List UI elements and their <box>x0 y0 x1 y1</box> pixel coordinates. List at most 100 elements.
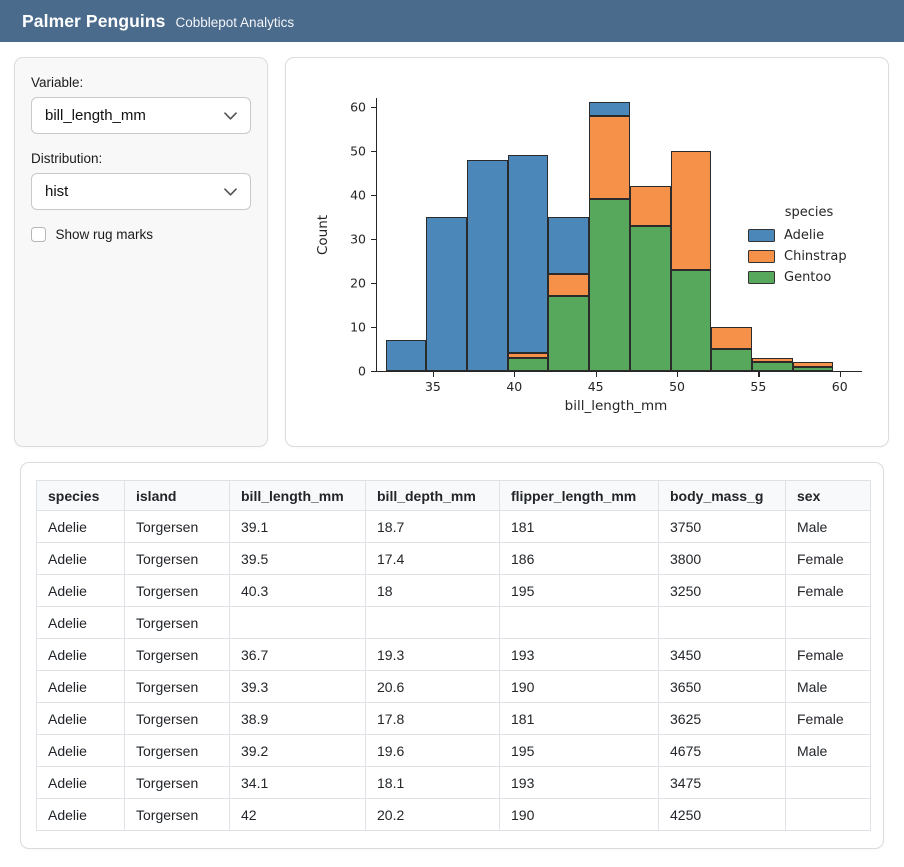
chart-card: 35 40 45 50 55 60 0 10 20 30 40 50 60 bill_length_mm C… <box>285 57 889 447</box>
table-cell: 195 <box>499 574 659 607</box>
table-cell: 42 <box>229 798 366 831</box>
legend-title: species <box>784 205 834 220</box>
distribution-select[interactable]: hist <box>31 173 251 210</box>
table-cell: 34.1 <box>229 766 366 799</box>
rug-checkbox-row[interactable]: Show rug marks <box>31 227 251 242</box>
x-axis-spine <box>376 371 862 373</box>
table-cell: 18.7 <box>365 510 500 543</box>
table-cell: 39.5 <box>229 542 366 575</box>
rug-checkbox-label: Show rug marks <box>55 227 154 242</box>
app-title: Palmer Penguins <box>22 11 166 31</box>
legend-entry-chinstrap: Chinstrap <box>739 246 879 267</box>
y-tick-mark <box>371 194 376 197</box>
y-tick-label: 40 <box>350 187 366 203</box>
table-cell: 3250 <box>658 574 786 607</box>
y-tick-mark <box>371 326 376 329</box>
x-tick-label: 40 <box>506 379 523 394</box>
table-cell: Adelie <box>36 670 125 703</box>
table-cell: Torgersen <box>124 798 230 831</box>
y-tick-label: 30 <box>350 231 366 247</box>
table-cell: Torgersen <box>124 606 230 639</box>
table-cell: 3750 <box>658 510 786 543</box>
table-cell: 3625 <box>658 702 786 735</box>
table-cell: 36.7 <box>229 638 366 671</box>
table-cell: 39.2 <box>229 734 366 767</box>
table-cell: 193 <box>499 766 659 799</box>
table-row: Adelie Torgersen 34.1 18.1 193 3475 <box>36 766 871 799</box>
bar-segment-chinstrap <box>629 186 671 226</box>
table-cell: 17.8 <box>365 702 500 735</box>
table-row: Adelie Torgersen 40.3 18 195 3250 Female <box>36 574 871 607</box>
table-row: Adelie Torgersen 39.3 20.6 190 3650 Male <box>36 670 871 703</box>
bar-segment-gentoo <box>548 296 590 371</box>
table-row: Adelie Torgersen 42 20.2 190 4250 <box>36 798 871 831</box>
variable-select[interactable]: bill_length_mm <box>31 97 251 134</box>
bar-segment-chinstrap <box>670 150 712 270</box>
bar-segment-adelie <box>426 216 468 371</box>
table-cell: 190 <box>499 670 659 703</box>
chevron-down-icon <box>224 107 237 124</box>
y-tick-label: 60 <box>350 99 366 115</box>
bar-segment-chinstrap <box>792 362 834 367</box>
table-cell: 18 <box>365 574 500 607</box>
table-cell: 3650 <box>658 670 786 703</box>
table-cell <box>785 606 871 639</box>
variable-select-value: bill_length_mm <box>45 107 146 124</box>
table-cell: 19.6 <box>365 734 500 767</box>
table-cell: 181 <box>499 510 659 543</box>
table-cell: Torgersen <box>124 734 230 767</box>
variable-label: Variable: <box>31 75 84 90</box>
bar-segment-gentoo <box>629 225 671 371</box>
y-axis-title: Count <box>315 214 331 255</box>
table-card: species island bill_length_mm bill_depth_mm… <box>20 462 884 849</box>
column-header-flipper_length_mm: flipper_length_mm <box>499 480 659 511</box>
table-cell: Female <box>785 638 871 671</box>
y-tick-mark <box>371 371 376 373</box>
table-row: Adelie Torgersen 38.9 17.8 181 3625 Female <box>36 702 871 735</box>
y-tick-label: 10 <box>350 319 366 335</box>
x-tick-label: 50 <box>669 379 685 394</box>
legend-label: Chinstrap <box>784 249 847 264</box>
table-cell: 39.3 <box>229 670 366 703</box>
legend-swatch-icon <box>748 271 775 284</box>
table-cell: Adelie <box>36 542 125 575</box>
legend-entry-gentoo: Gentoo <box>739 267 879 288</box>
table-row: Adelie Torgersen 39.1 18.7 181 3750 Male <box>36 510 871 543</box>
x-tick-label: 55 <box>750 379 767 394</box>
bar-segment-gentoo <box>670 269 712 371</box>
table-cell: Adelie <box>36 702 125 735</box>
bar-segment-chinstrap <box>589 115 630 200</box>
y-tick-label: 50 <box>350 143 366 159</box>
table-cell <box>785 798 871 831</box>
table-cell: Adelie <box>36 510 125 543</box>
bar-segment-chinstrap <box>507 353 549 358</box>
x-tick-label: 45 <box>587 379 604 394</box>
y-tick-mark <box>371 238 376 241</box>
legend-label: Adelie <box>784 228 825 243</box>
table-cell: Torgersen <box>124 670 230 703</box>
sidebar: Variable: bill_length_mm Distribution: h… <box>14 57 268 447</box>
y-axis-spine <box>376 98 378 372</box>
table-cell: Torgersen <box>124 766 230 799</box>
x-tick-label: 35 <box>424 379 441 394</box>
x-tick-mark <box>839 372 841 377</box>
bar-segment-adelie <box>548 216 590 275</box>
table-cell: Adelie <box>36 574 125 607</box>
table-cell <box>658 606 786 639</box>
distribution-label: Distribution: <box>31 151 103 166</box>
table-cell: Adelie <box>36 766 125 799</box>
y-tick-mark <box>371 106 376 108</box>
table-header-row: species island bill_length_mm bill_depth_mm… <box>36 480 871 511</box>
table-cell: 181 <box>499 702 659 735</box>
bar-segment-gentoo <box>792 366 834 371</box>
bar-segment-adelie <box>589 102 630 116</box>
x-tick-label: 60 <box>831 379 848 394</box>
table-cell: 19.3 <box>365 638 500 671</box>
rug-checkbox[interactable] <box>31 227 46 242</box>
table-cell: Torgersen <box>124 638 230 671</box>
table-cell: 4250 <box>658 798 786 831</box>
x-tick-mark <box>514 372 516 377</box>
y-tick-label: 20 <box>350 275 366 291</box>
table-cell: 3475 <box>658 766 786 799</box>
table-cell: 193 <box>499 638 659 671</box>
